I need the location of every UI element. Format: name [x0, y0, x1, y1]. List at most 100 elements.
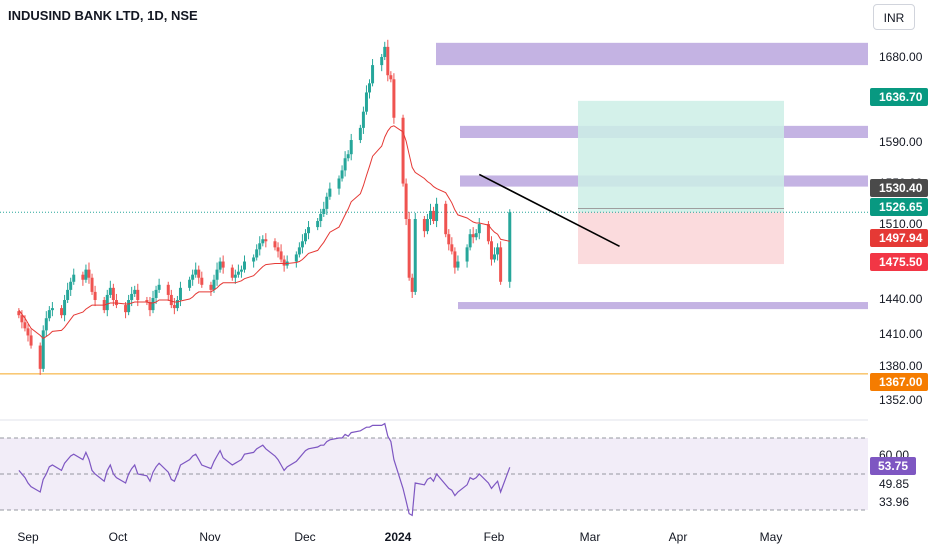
position-layer [578, 100, 784, 265]
candle-body [90, 277, 94, 292]
candle-body [364, 92, 368, 112]
price-tick: 1380.00 [879, 359, 923, 373]
candle-body [413, 219, 417, 292]
price-label: 1530.40 [879, 181, 923, 195]
candle-body [368, 83, 372, 93]
candle-body [136, 289, 140, 300]
candle-body [60, 308, 64, 316]
candle-body [465, 247, 469, 262]
candle-body [178, 287, 182, 300]
candle-body [407, 219, 411, 278]
candle-body [69, 281, 73, 290]
rsi-tick: 33.96 [879, 495, 909, 509]
rsi-layer [0, 422, 868, 517]
price-label: 1526.65 [879, 200, 923, 214]
candle-body [47, 310, 51, 319]
support-layer [0, 211, 868, 375]
candle-body [50, 308, 54, 311]
price-label: 1475.50 [879, 255, 923, 269]
candle-body [300, 241, 304, 248]
candle-body [340, 170, 344, 179]
candle-body [191, 274, 195, 280]
time-tick: Nov [199, 530, 220, 544]
candle-body [215, 269, 219, 280]
candle-body [230, 267, 234, 278]
candle-body [111, 287, 115, 300]
candle-body [508, 212, 512, 282]
rsi-label: 53.75 [878, 459, 908, 473]
candle-body [172, 305, 176, 309]
price-label-bg [870, 179, 928, 197]
candle-body [401, 117, 405, 184]
candle-body [371, 65, 375, 84]
candle-body [486, 224, 490, 242]
candle-body [93, 291, 97, 300]
candle-body [154, 289, 158, 298]
time-tick: May [760, 530, 783, 544]
candle-body [343, 158, 347, 171]
price-tick: 1590.00 [879, 135, 923, 149]
trendline-layer [478, 173, 620, 248]
time-tick: Oct [109, 530, 128, 544]
price-tick: 1440.00 [879, 292, 923, 306]
time-tick: Apr [669, 530, 688, 544]
candle-body [456, 261, 460, 268]
candle-body [422, 219, 426, 232]
candle-body [258, 243, 262, 250]
candle-body [130, 293, 134, 300]
target-zone [578, 100, 784, 213]
time-axis: Sep Oct Nov Dec 2024 Feb Mar Apr May [17, 530, 782, 544]
candle-body [276, 247, 280, 252]
candle-body [316, 221, 320, 228]
candle-body [197, 269, 201, 278]
rsi-tick: 49.85 [879, 477, 909, 491]
candle-body [428, 210, 432, 219]
candle-body [108, 287, 112, 295]
candle-body [194, 269, 198, 275]
candle-body [410, 277, 414, 292]
candle-body [264, 239, 268, 242]
candle-body [127, 300, 131, 313]
candle-body [425, 219, 429, 232]
currency-button[interactable]: INR [873, 4, 915, 30]
price-label: 1497.94 [879, 231, 923, 245]
time-tick: Dec [294, 530, 315, 544]
candle-body [148, 302, 152, 311]
candle-body [169, 294, 173, 306]
candle-body [447, 234, 451, 245]
candle-body [166, 284, 170, 295]
rsi-label-bg [870, 457, 916, 475]
candle-body [471, 234, 475, 238]
candle-body [242, 261, 246, 270]
candle-body [383, 46, 387, 57]
ema-layer [18, 125, 510, 340]
candle-body [239, 269, 243, 272]
candle-body [200, 277, 204, 285]
trendline [478, 173, 620, 248]
candle-body [450, 244, 454, 252]
candle-body [499, 247, 503, 282]
price-tick: 1410.00 [879, 327, 923, 341]
time-tick: Sep [17, 530, 39, 544]
candle-body [432, 210, 436, 222]
candle-body [44, 318, 48, 331]
candle-body [349, 140, 353, 155]
candle-body [294, 254, 298, 262]
candle-body [444, 203, 448, 235]
candle-body [322, 208, 326, 214]
price-label-bg [870, 198, 928, 216]
price-label-bg [870, 253, 928, 271]
candle-body [496, 247, 500, 255]
candle-body [358, 127, 362, 141]
zone-rect [436, 42, 868, 66]
candle-body [233, 274, 237, 278]
candle-body [133, 289, 137, 294]
candle-body [20, 315, 24, 323]
candle-body [303, 233, 307, 242]
candle-body [468, 234, 472, 248]
price-tick: 1680.00 [879, 50, 923, 64]
candle-body [489, 241, 493, 260]
candle-body [26, 328, 30, 336]
candle-body [175, 300, 179, 309]
